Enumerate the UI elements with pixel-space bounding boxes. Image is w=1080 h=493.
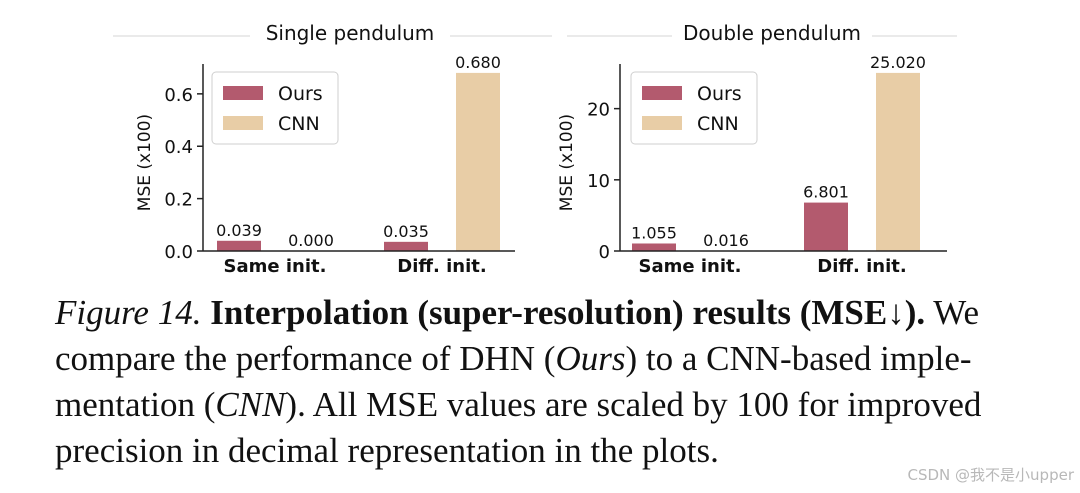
x-tick-label: Diff. init.	[397, 256, 486, 277]
bar-ours-1	[804, 202, 848, 251]
y-axis-label: MSE (x100)	[135, 114, 155, 211]
chart-title: Single pendulum	[266, 21, 435, 45]
legend-label-cnn: CNN	[697, 113, 739, 135]
figure-charts: Single pendulum 0.039 0.000 Same init. 0.035…	[113, 21, 957, 277]
y-tick-label: 0.2	[164, 190, 193, 211]
y-tick-label: 0.6	[164, 85, 193, 106]
caption-figure-label: Figure 14.	[55, 293, 202, 332]
caption-text-1: We compare the performance of DHN (	[55, 293, 980, 378]
caption-text-2: ) to a CNN-based imple-mentation (	[55, 339, 972, 424]
y-tick-label: 0	[599, 242, 610, 263]
bar-value-label: 0.000	[288, 231, 334, 250]
y-tick-label: 0.0	[164, 242, 193, 263]
x-tick-label: Diff. init.	[817, 256, 906, 277]
y-axis-label: MSE (x100)	[557, 114, 577, 211]
figure-caption: Figure 14. Interpolation (super-resoluti…	[55, 290, 1055, 474]
caption-ours: Ours	[555, 339, 626, 378]
bar-value-label: 6.801	[803, 183, 849, 202]
y-tick-label: 0.4	[164, 137, 193, 158]
bar-cnn-1	[876, 72, 920, 251]
legend-swatch-cnn	[642, 116, 682, 130]
bar-ours-0	[217, 240, 261, 251]
bar-value-label: 0.016	[703, 231, 749, 250]
caption-bold-title: Interpolation (super-resolution) results…	[210, 293, 926, 332]
bar-value-label: 25.020	[870, 53, 926, 72]
legend-label-ours: Ours	[697, 83, 742, 105]
bar-value-label: 1.055	[631, 223, 677, 242]
bar-cnn-1	[456, 72, 500, 252]
watermark: CSDN @我不是小upper	[907, 466, 1074, 484]
y-tick-label: 10	[587, 171, 610, 192]
x-tick-label: Same init.	[639, 256, 742, 277]
x-tick-label: Same init.	[224, 256, 327, 277]
legend-label-ours: Ours	[278, 83, 323, 105]
legend-label-cnn: CNN	[278, 113, 320, 135]
bar-ours-1	[384, 241, 428, 251]
bar-ours-0	[632, 243, 676, 251]
legend-swatch-ours	[223, 86, 263, 100]
bar-value-label: 0.039	[216, 221, 262, 240]
legend-swatch-ours	[642, 86, 682, 100]
chart-title: Double pendulum	[683, 21, 861, 45]
caption-text-3: ). All MSE values are scaled by 100 for …	[55, 385, 982, 470]
legend-swatch-cnn	[223, 116, 263, 130]
y-tick-label: 20	[587, 100, 610, 121]
caption-cnn: CNN	[215, 385, 286, 424]
bar-value-label: 0.680	[455, 53, 501, 72]
bar-value-label: 0.035	[383, 222, 429, 241]
